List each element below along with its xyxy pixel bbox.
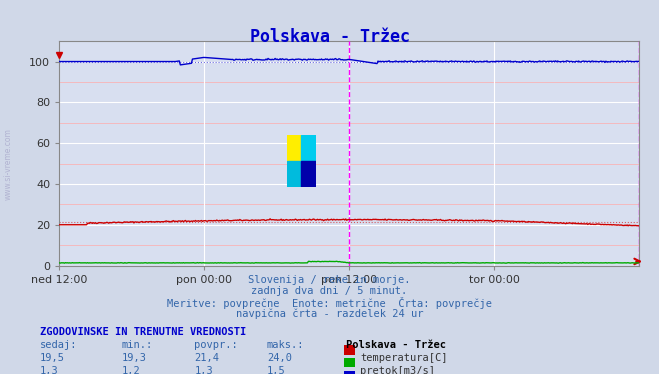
Text: Polskava - Tržec: Polskava - Tržec <box>250 28 409 46</box>
Bar <box>287 135 302 161</box>
Text: zadnja dva dni / 5 minut.: zadnja dva dni / 5 minut. <box>251 286 408 296</box>
Bar <box>302 161 316 187</box>
Text: Polskava - Tržec: Polskava - Tržec <box>346 340 446 350</box>
Text: 1,5: 1,5 <box>267 366 285 374</box>
Text: Meritve: povprečne  Enote: metrične  Črta: povprečje: Meritve: povprečne Enote: metrične Črta:… <box>167 297 492 309</box>
Text: www.si-vreme.com: www.si-vreme.com <box>3 129 13 200</box>
Text: 1,2: 1,2 <box>122 366 140 374</box>
Text: min.:: min.: <box>122 340 153 350</box>
Text: temperatura[C]: temperatura[C] <box>360 353 448 363</box>
Bar <box>302 135 316 161</box>
Text: navpična črta - razdelek 24 ur: navpična črta - razdelek 24 ur <box>236 309 423 319</box>
Text: 19,5: 19,5 <box>40 353 65 363</box>
Text: maks.:: maks.: <box>267 340 304 350</box>
Text: 19,3: 19,3 <box>122 353 147 363</box>
Text: povpr.:: povpr.: <box>194 340 238 350</box>
Text: ZGODOVINSKE IN TRENUTNE VREDNOSTI: ZGODOVINSKE IN TRENUTNE VREDNOSTI <box>40 327 246 337</box>
Text: 21,4: 21,4 <box>194 353 219 363</box>
Text: 24,0: 24,0 <box>267 353 292 363</box>
Text: sedaj:: sedaj: <box>40 340 77 350</box>
Text: 1,3: 1,3 <box>40 366 58 374</box>
Text: 1,3: 1,3 <box>194 366 213 374</box>
Bar <box>287 161 302 187</box>
Text: Slovenija / reke in morje.: Slovenija / reke in morje. <box>248 275 411 285</box>
Text: pretok[m3/s]: pretok[m3/s] <box>360 366 436 374</box>
